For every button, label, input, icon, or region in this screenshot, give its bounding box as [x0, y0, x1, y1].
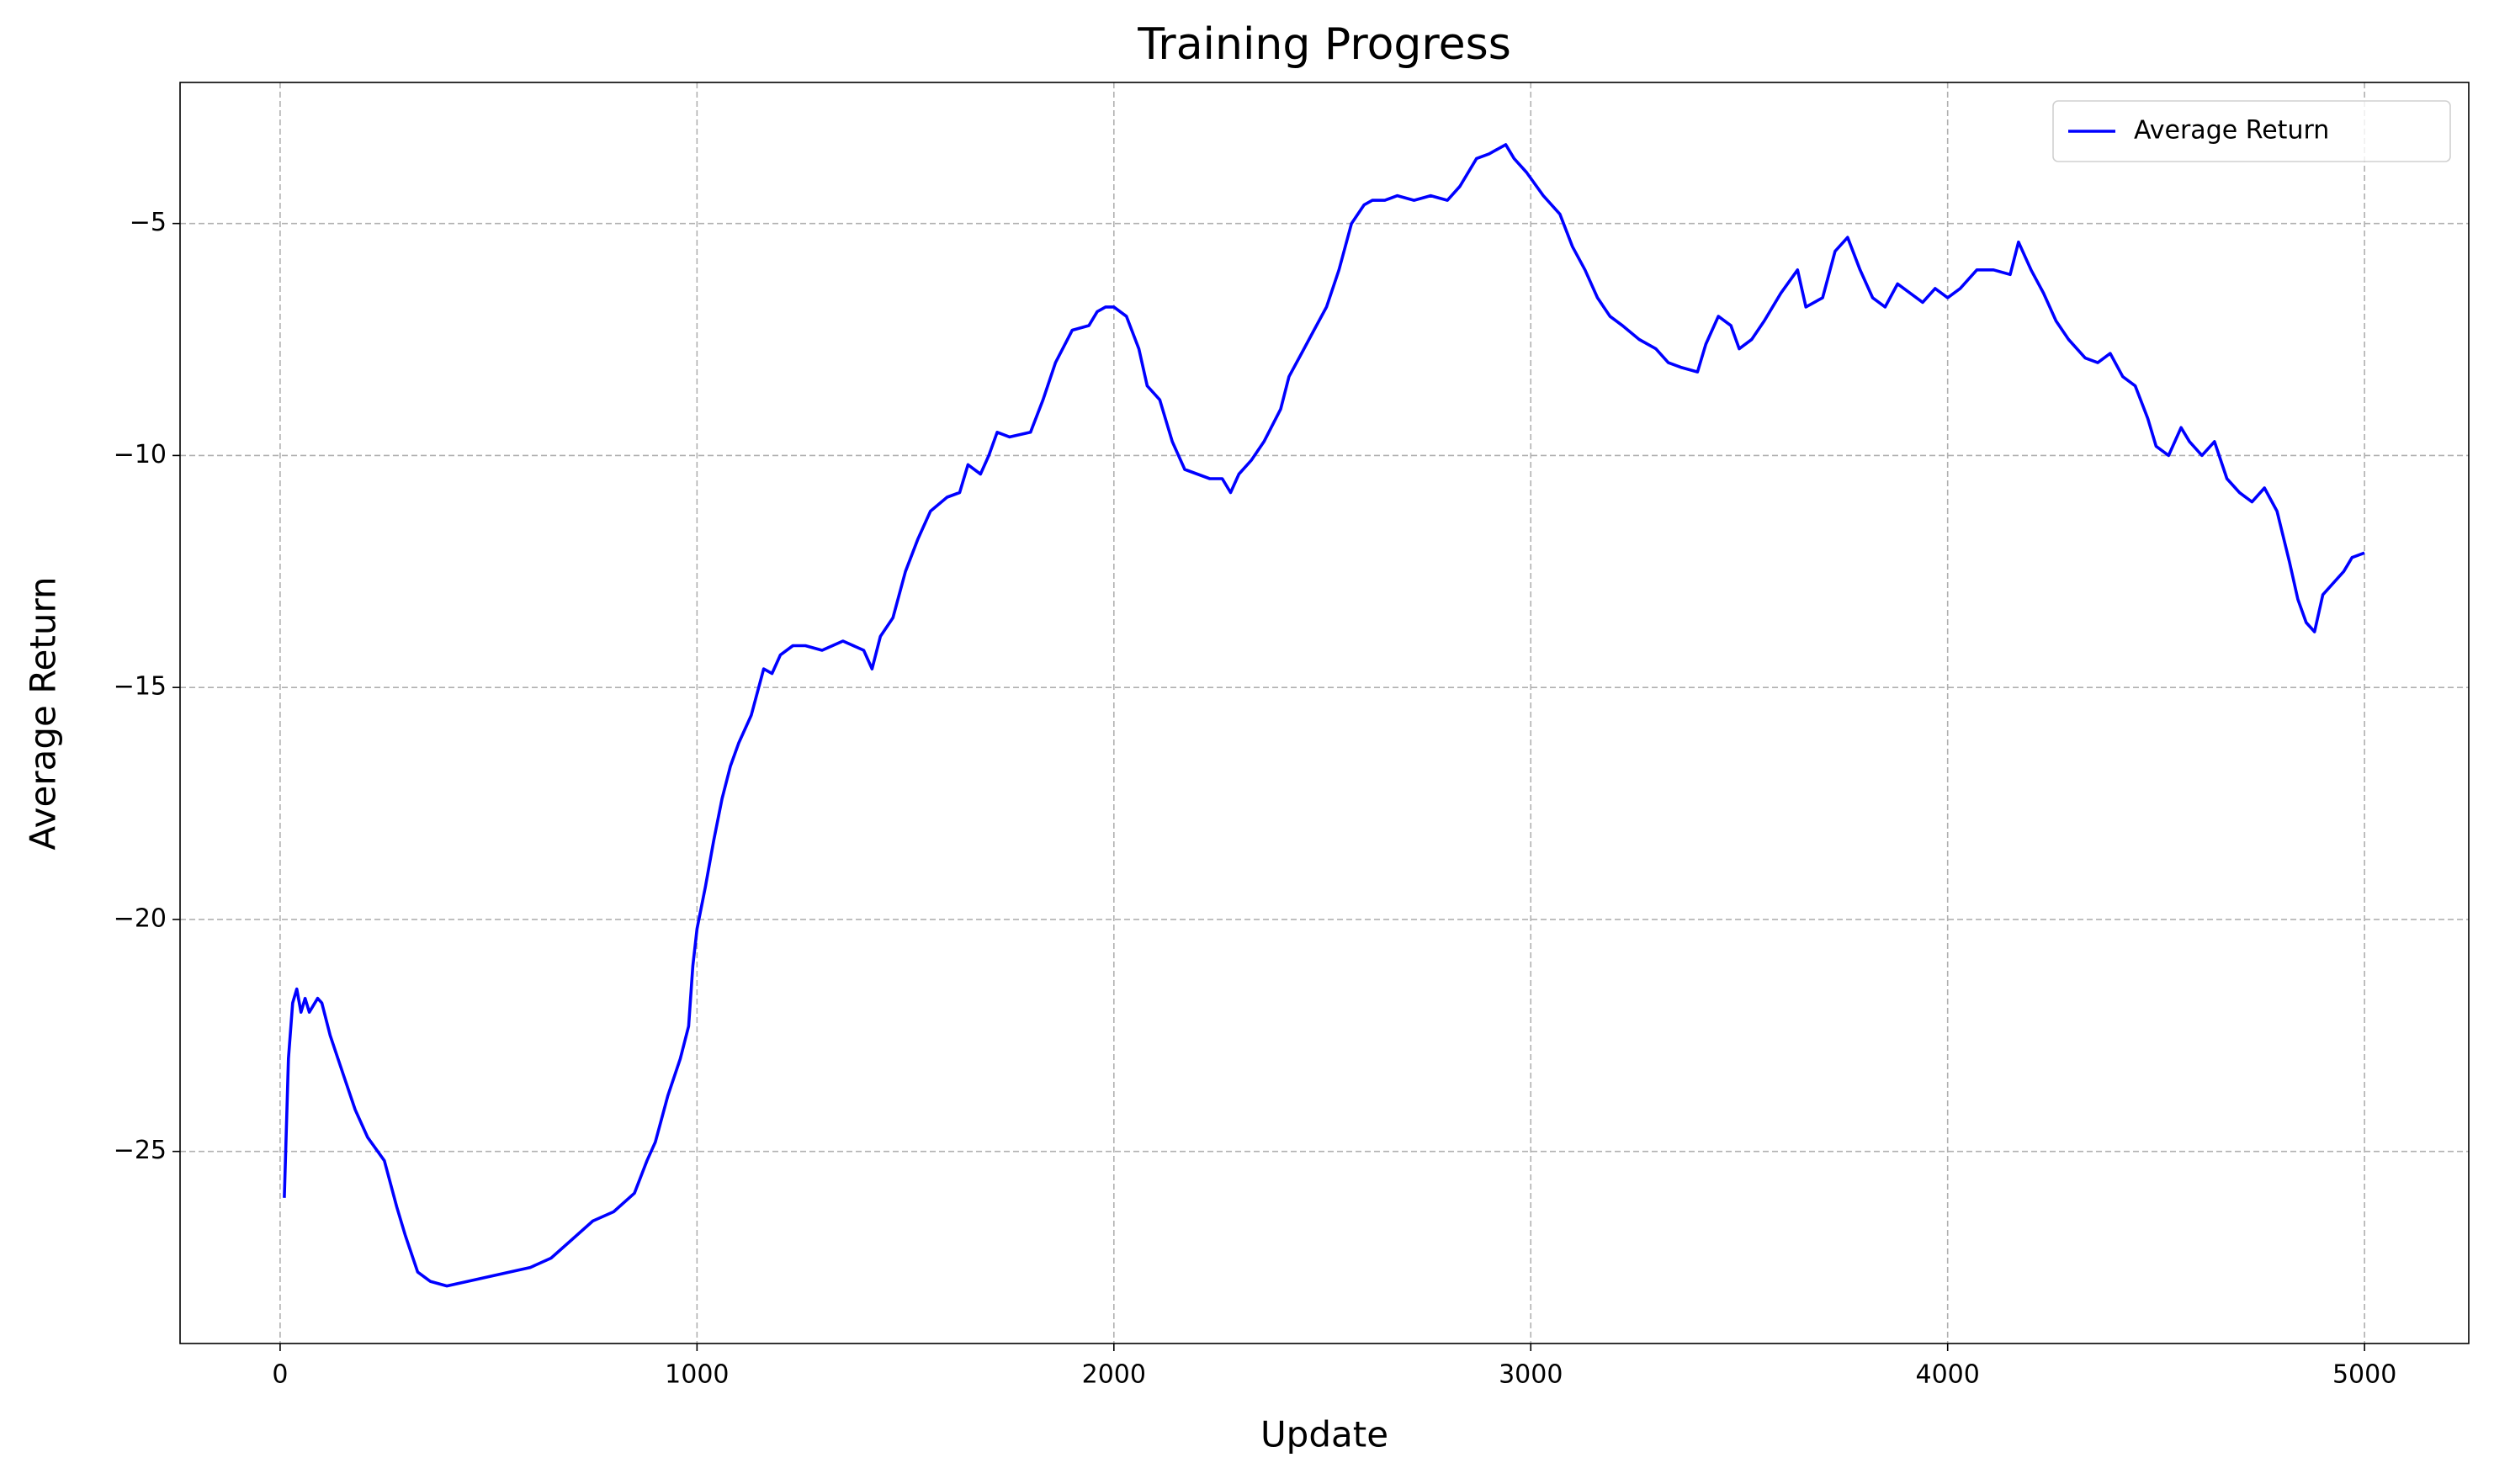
chart-title: Training Progress	[1137, 19, 1511, 70]
y-axis-label: Average Return	[23, 576, 64, 850]
x-tick-label: 4000	[1916, 1360, 1980, 1390]
x-tick-label: 0	[272, 1360, 288, 1390]
plot-frame	[179, 82, 2470, 1344]
legend-box	[2052, 100, 2451, 162]
data-line	[283, 143, 2365, 1288]
y-tick-label: −20	[114, 904, 167, 933]
x-tick-label: 1000	[665, 1360, 729, 1390]
y-tick-label: −15	[114, 672, 167, 702]
x-tick-label: 5000	[2332, 1360, 2396, 1390]
y-tick-label: −25	[114, 1136, 167, 1165]
legend-label: Average Return	[2134, 116, 2329, 146]
x-tick-label: 2000	[1082, 1360, 1146, 1390]
x-axis-label: Update	[1260, 1414, 1388, 1455]
x-tick-label: 3000	[1499, 1360, 1563, 1390]
y-tick-label: −10	[114, 440, 167, 469]
y-tick-label: −5	[130, 208, 167, 237]
